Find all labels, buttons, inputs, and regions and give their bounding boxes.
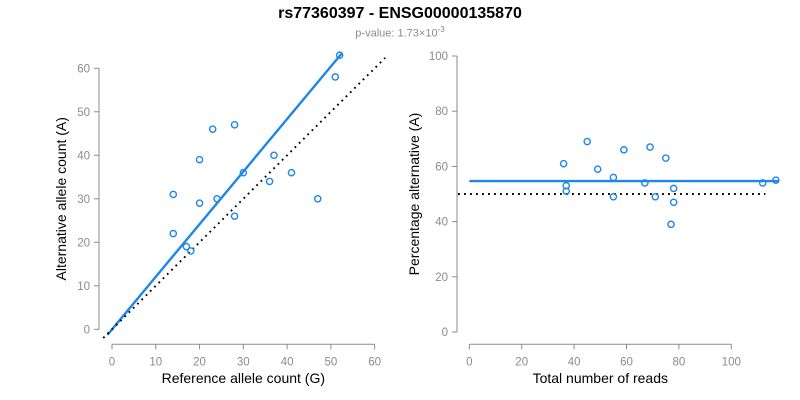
data-point <box>331 73 340 81</box>
data-point <box>195 199 204 207</box>
x-tick-label: 50 <box>324 356 337 368</box>
percentage-reads-scatter-plot: 0 20 40 60 80 100 0 20 40 60 80 100 Total number of … <box>406 51 780 386</box>
x-tick-label: 30 <box>237 356 250 368</box>
data-point <box>772 176 780 184</box>
data-point <box>239 168 248 177</box>
data-point <box>562 187 571 196</box>
allele-count-scatter-plot: 0 10 20 30 40 50 60 0 10 20 30 40 50 60 Reference alle… <box>53 51 386 386</box>
x-tick-label: 40 <box>281 356 294 368</box>
data-point <box>287 168 296 177</box>
data-point <box>195 155 204 164</box>
y-tick-label: 80 <box>435 106 448 118</box>
fitted-ratio-line <box>106 53 343 336</box>
data-point <box>265 177 274 186</box>
data-point <box>669 198 678 207</box>
x-tick-label: 60 <box>620 356 633 368</box>
data-point <box>559 159 568 168</box>
x-axis-title: Reference allele count (G) <box>162 370 325 386</box>
x-tick-label: 80 <box>673 356 686 368</box>
data-point <box>186 247 195 255</box>
y-tick-label: 60 <box>77 63 90 75</box>
y-tick-label: 10 <box>77 281 90 293</box>
data-point <box>230 121 239 129</box>
data-point <box>641 179 649 187</box>
data-point <box>335 51 344 60</box>
y-axis-title: Alternative allele count (A) <box>53 117 69 280</box>
x-tick-label: 60 <box>368 356 381 368</box>
y-tick-label: 50 <box>77 107 90 119</box>
y-tick-label: 20 <box>77 237 90 249</box>
data-point <box>230 212 239 220</box>
data-point <box>313 194 322 203</box>
x-tick-label: 0 <box>109 356 115 368</box>
y-tick-label: 0 <box>84 324 90 336</box>
chart-subtitle: p-value: 1.73×10-3 <box>0 25 800 40</box>
data-point <box>646 143 654 151</box>
pvalue-exponent: -3 <box>437 25 445 34</box>
identity-line <box>102 57 386 339</box>
x-axis-title: Total number of reads <box>533 370 668 386</box>
chart-title: rs77360397 - ENSG00000135870 <box>278 5 522 22</box>
y-tick-label: 40 <box>77 150 90 162</box>
data-point <box>609 173 618 182</box>
chart-header: rs77360397 - ENSG00000135870 p-value: 1.… <box>0 5 800 40</box>
x-tick-label: 40 <box>568 356 581 368</box>
data-point <box>182 242 191 251</box>
data-point <box>213 194 221 203</box>
y-tick-label: 0 <box>442 327 448 339</box>
y-axis-title: Percentage alternative (A) <box>406 113 422 276</box>
x-tick-label: 10 <box>149 356 162 368</box>
data-point <box>208 125 217 133</box>
data-point <box>661 154 670 162</box>
data-point <box>169 229 178 238</box>
data-point <box>651 192 660 201</box>
y-tick-label: 60 <box>435 161 448 173</box>
data-point <box>593 165 602 173</box>
data-point <box>667 220 675 229</box>
data-point <box>669 184 678 193</box>
x-tick-label: 20 <box>193 356 206 368</box>
data-point <box>270 151 278 160</box>
y-tick-label: 100 <box>429 51 448 63</box>
y-tick-label: 20 <box>435 272 448 284</box>
data-point <box>620 146 628 154</box>
data-point <box>609 192 618 201</box>
y-tick-label: 40 <box>435 217 448 229</box>
data-point <box>169 190 178 199</box>
x-tick-label: 20 <box>515 356 528 368</box>
pvalue-mantissa: 1.73×10 <box>397 27 438 40</box>
y-tick-label: 30 <box>77 194 90 206</box>
data-point <box>583 137 591 146</box>
x-tick-label: 0 <box>466 356 472 368</box>
pvalue-prefix: p-value: <box>355 27 398 40</box>
x-tick-label: 100 <box>722 356 741 368</box>
data-point <box>758 179 767 187</box>
